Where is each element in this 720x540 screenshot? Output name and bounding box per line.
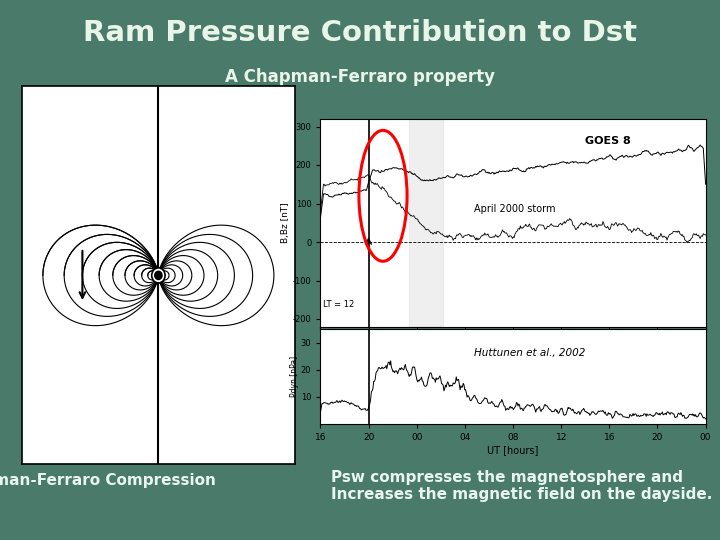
Y-axis label: B,Bz [nT]: B,Bz [nT] xyxy=(281,202,290,243)
Text: Psw compresses the magnetosphere and
Increases the magnetic field on the dayside: Psw compresses the magnetosphere and Inc… xyxy=(331,470,713,502)
Text: GOES 8: GOES 8 xyxy=(585,136,631,146)
Circle shape xyxy=(152,268,165,283)
Text: A Chapman-Ferraro property: A Chapman-Ferraro property xyxy=(225,68,495,85)
Text: Huttunen et al., 2002: Huttunen et al., 2002 xyxy=(474,348,586,359)
X-axis label: UT [hours]: UT [hours] xyxy=(487,445,539,455)
Text: Chapman-Ferraro Compression: Chapman-Ferraro Compression xyxy=(0,472,216,488)
Text: April 2000 storm: April 2000 storm xyxy=(474,204,556,213)
Y-axis label: Pdyn [nPa]: Pdyn [nPa] xyxy=(290,356,300,397)
Bar xyxy=(410,119,444,327)
Circle shape xyxy=(155,271,162,280)
Text: LT = 12: LT = 12 xyxy=(323,300,354,309)
Text: Ram Pressure Contribution to Dst: Ram Pressure Contribution to Dst xyxy=(83,19,637,47)
